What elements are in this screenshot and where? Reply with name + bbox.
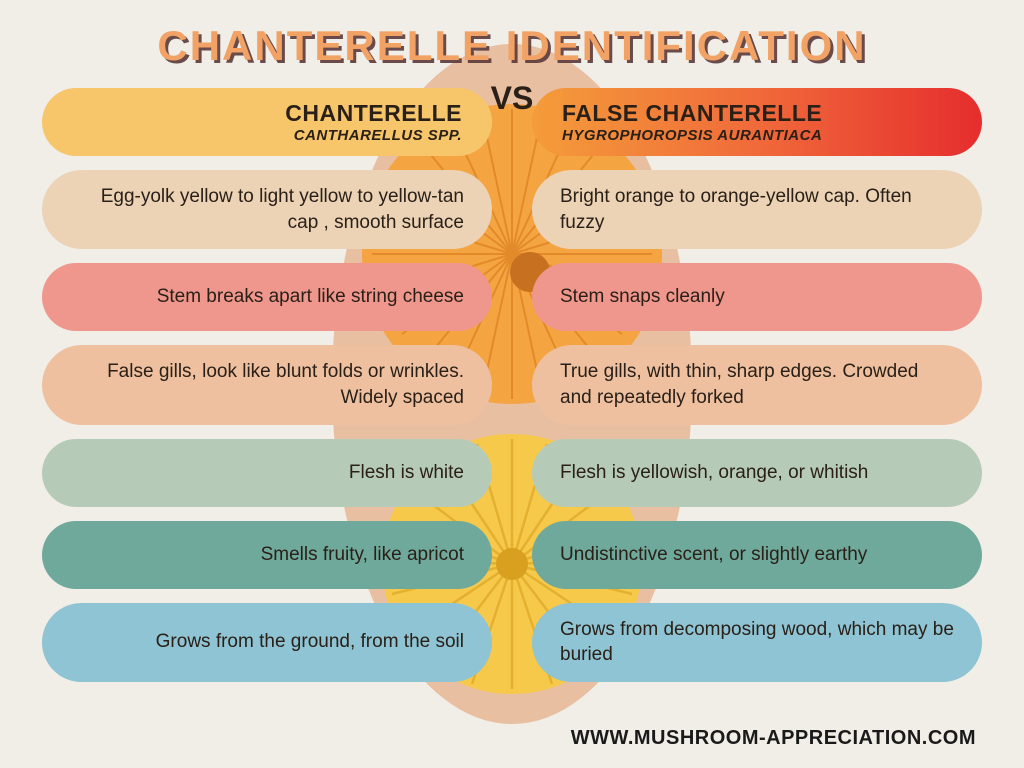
comparison-row: Egg-yolk yellow to light yellow to yello… [42,170,982,249]
chanterelle-trait: Flesh is white [42,439,492,507]
false-chanterelle-trait: Undistinctive scent, or slightly earthy [532,521,982,589]
footer-url: WWW.MUSHROOM-APPRECIATION.COM [571,727,976,750]
chanterelle-trait: Smells fruity, like apricot [42,521,492,589]
comparison-row: False gills, look like blunt folds or wr… [42,345,982,424]
false-chanterelle-trait: Flesh is yellowish, orange, or whitish [532,439,982,507]
chanterelle-name: CHANTERELLE [285,100,462,127]
false-chanterelle-trait: Grows from decomposing wood, which may b… [532,603,982,682]
comparison-row: Stem breaks apart like string cheese Stem… [42,263,982,331]
false-chanterelle-trait: True gills, with thin, sharp edges. Crow… [532,345,982,424]
false-chanterelle-trait: Bright orange to orange-yellow cap. Ofte… [532,170,982,249]
chanterelle-trait: Egg-yolk yellow to light yellow to yello… [42,170,492,249]
comparison-row: Grows from the ground, from the soil Grow… [42,603,982,682]
main-title: CHANTERELLE IDENTIFICATION CHANTERELLE I… [0,0,1024,70]
vs-label: VS [491,80,534,117]
false-chanterelle-scientific: HYGROPHOROPSIS AURANTIACA [562,127,822,144]
chanterelle-header: CHANTERELLE CANTHARELLUS SPP. [42,88,492,156]
chanterelle-trait: Stem breaks apart like string cheese [42,263,492,331]
false-chanterelle-trait: Stem snaps cleanly [532,263,982,331]
comparison-row: Flesh is white Flesh is yellowish, orange… [42,439,982,507]
comparison-row: Smells fruity, like apricot Undistinctive… [42,521,982,589]
comparison-rows: Egg-yolk yellow to light yellow to yello… [42,170,982,682]
false-chanterelle-header: FALSE CHANTERELLE HYGROPHOROPSIS AURANTI… [532,88,982,156]
chanterelle-trait: False gills, look like blunt folds or wr… [42,345,492,424]
chanterelle-trait: Grows from the ground, from the soil [42,603,492,682]
chanterelle-scientific: CANTHARELLUS SPP. [294,127,462,144]
comparison-container: VS CHANTERELLE CANTHARELLUS SPP. FALSE C… [0,70,1024,682]
false-chanterelle-name: FALSE CHANTERELLE [562,100,822,127]
